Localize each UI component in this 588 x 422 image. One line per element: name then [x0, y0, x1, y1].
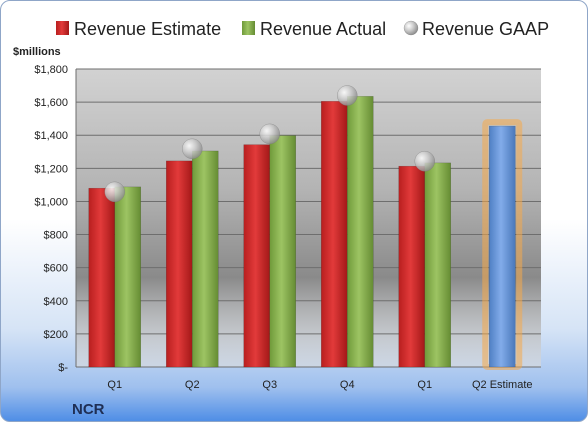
- x-tick-label: Q3: [262, 379, 277, 391]
- bar-revenue-actual-3: [269, 135, 296, 368]
- bar-revenue-estimate-1: [88, 187, 115, 368]
- y-tick-label: $600: [44, 263, 68, 275]
- x-tick-label: Q1: [417, 379, 432, 391]
- gridlines: [75, 68, 541, 368]
- y-tick-label: $1,400: [34, 130, 68, 142]
- legend-label-revenue-actual: Revenue Actual: [260, 19, 386, 39]
- legend-swatch-revenue-estimate: [56, 21, 69, 35]
- y-tick-label: $-: [58, 362, 68, 374]
- legend-label-revenue-estimate: Revenue Estimate: [74, 19, 221, 39]
- x-tick-label: Q2: [185, 379, 200, 391]
- bars: [88, 96, 523, 370]
- y-tick-label: $1,000: [34, 196, 68, 208]
- marker-revenue-gaap-4: [337, 85, 358, 106]
- gaap-markers: [104, 85, 435, 203]
- legend-label-revenue-gaap: Revenue GAAP: [422, 19, 549, 39]
- bar-revenue-estimate-5: [398, 165, 425, 368]
- x-axis-ticks: Q1 Q2 Q3 Q4 Q1 Q2 Estimate: [107, 379, 532, 391]
- bar-revenue-estimate-4: [321, 101, 348, 368]
- x-tick-label: Q2 Estimate: [472, 379, 533, 391]
- y-axis-ticks: $- $200 $400 $600 $800 $1,000 $1,200 $1,400 $1,6…: [34, 64, 68, 374]
- bar-revenue-actual-2: [192, 150, 219, 368]
- y-axis-unit-label: $millions: [13, 46, 61, 58]
- y-tick-label: $1,600: [34, 97, 68, 109]
- bar-revenue-actual-1: [114, 186, 141, 368]
- marker-revenue-gaap-3: [259, 123, 280, 145]
- marker-revenue-gaap-2: [182, 138, 203, 160]
- x-tick-label: Q4: [340, 379, 355, 391]
- legend-swatch-revenue-actual: [242, 21, 255, 35]
- bar-revenue-actual-4: [347, 96, 374, 368]
- company-label: NCR: [72, 401, 105, 418]
- chart-legend: Revenue Estimate Revenue Actual Revenue GA…: [56, 19, 549, 39]
- marker-revenue-gaap-1: [104, 181, 125, 203]
- bar-revenue-actual-5: [424, 162, 451, 368]
- bar-revenue-estimate-3: [243, 144, 270, 368]
- bar-revenue-estimate-2: [166, 160, 193, 368]
- bar-q2-estimate: [489, 125, 516, 368]
- y-tick-label: $1,800: [34, 64, 68, 76]
- plot-area: [76, 69, 541, 367]
- x-tick-label: Q1: [107, 379, 122, 391]
- y-tick-label: $1,200: [34, 163, 68, 175]
- y-tick-label: $800: [44, 230, 68, 242]
- y-tick-label: $200: [44, 329, 68, 341]
- y-tick-label: $400: [44, 296, 68, 308]
- marker-revenue-gaap-5: [414, 150, 435, 172]
- legend-swatch-revenue-gaap: [403, 20, 419, 36]
